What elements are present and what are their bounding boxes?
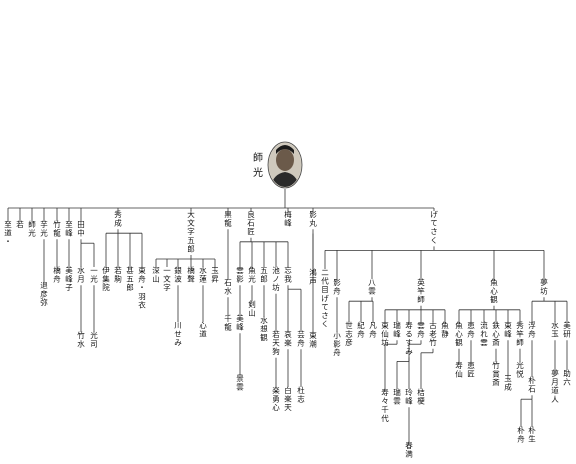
node-label: 魚光 <box>248 265 256 284</box>
node-label: 助六 <box>563 368 571 387</box>
node-label: 哀楽 <box>284 329 292 348</box>
node-label: 英竿師 <box>417 277 425 304</box>
root-name-line-2: 光 <box>253 166 263 179</box>
node-label: 一光 <box>90 266 98 284</box>
node-label: 寿仙 <box>455 360 463 379</box>
node-label: げてさく <box>430 210 438 245</box>
node-label: 雲舟 <box>417 321 425 339</box>
node-label: 田中 <box>77 220 85 238</box>
node-label: 甚五郎 <box>126 266 134 292</box>
node-label: 竹水 <box>77 330 85 349</box>
node-label: 杜志 <box>297 385 305 404</box>
node-label: 水蓮 <box>199 265 207 284</box>
node-label: 深山 <box>152 266 160 284</box>
node-label: 伊集院 <box>102 265 110 292</box>
node-label: 至道・ <box>4 220 12 246</box>
node-label: 瑞峰 <box>393 320 401 339</box>
node-label: 東仙坊 <box>381 320 389 347</box>
node-label: 千龍 <box>224 313 232 332</box>
node-label: 退彦弥 <box>40 281 48 307</box>
node-label: 古老竹 <box>429 320 437 347</box>
node-label: 朴生 <box>528 425 536 444</box>
node-label: 川せみ <box>174 321 182 347</box>
node-label: 梅峰 <box>284 209 292 228</box>
node-label: 若天狗 <box>272 329 280 356</box>
node-label: 世志彦 <box>345 320 353 347</box>
node-label: 五郎 <box>260 266 268 284</box>
node-label: 八雲 <box>368 278 376 296</box>
node-label: 寿々千代 <box>381 387 389 423</box>
node-label: 剣山 <box>248 300 256 318</box>
node-label: 楽勇心 <box>272 385 280 412</box>
node-label: 寿るすみ <box>405 320 413 356</box>
node-label: 水玉 <box>551 320 559 339</box>
node-label: 恵舟 <box>467 320 475 339</box>
root-name-line-1: 師 <box>253 151 263 164</box>
node-label: 池ノ坊 <box>272 265 280 292</box>
node-label: 朴舟 <box>517 425 525 444</box>
node-label: 光司 <box>90 330 98 349</box>
node-label: 美研 <box>563 320 571 339</box>
node-label: 橋聲 <box>187 265 195 284</box>
node-label: 凡舟 <box>369 321 377 339</box>
node-label: 春満 <box>405 440 413 459</box>
node-label: 石水 <box>224 278 232 296</box>
node-label: 二代目げてさく <box>321 268 329 329</box>
node-label: 桔梗 <box>417 387 425 406</box>
node-label: 玲峰 <box>405 387 413 406</box>
node-label: 若駒 <box>114 265 122 284</box>
node-label: 東峰 <box>504 320 512 339</box>
node-label: 浮舟 <box>528 320 536 339</box>
node-label: 鉄心斎 <box>492 320 500 347</box>
node-label: 芋光 <box>40 220 48 238</box>
node-label: 秀竿師 <box>516 320 524 347</box>
node-label: 橋舟 <box>53 265 61 284</box>
node-label: 竹賞斎 <box>492 360 500 387</box>
node-label: 水月 <box>77 265 85 284</box>
node-label: 芸舟 <box>297 329 305 348</box>
node-label: 玉成 <box>504 374 512 392</box>
node-label: 忘我 <box>284 265 292 284</box>
node-label: 夢月道人 <box>551 368 559 404</box>
tree-connectors <box>7 189 568 442</box>
node-label: 鴻声 <box>309 267 317 286</box>
node-label: 至峰 <box>65 220 73 238</box>
node-label: 美峰子 <box>65 265 73 292</box>
avatar <box>267 141 303 189</box>
node-label: 魚心観 <box>455 320 463 347</box>
node-label: 竹龍 <box>53 219 61 238</box>
node-label: 夢坊 <box>540 277 548 296</box>
node-label: 雲影 <box>236 266 244 284</box>
node-label: 若 <box>16 219 24 229</box>
node-label: 小影舟 <box>333 331 341 357</box>
node-label: 光悦 <box>516 360 524 379</box>
node-label: 玉昇 <box>211 266 219 284</box>
node-label: 大文字五郎 <box>187 209 195 253</box>
node-label: 良石匠 <box>247 209 255 236</box>
node-label: 紀舟 <box>357 320 365 339</box>
node-label: 一文字 <box>163 266 171 292</box>
node-label: 銀波 <box>174 266 182 284</box>
node-label: 魚心観 <box>490 277 498 304</box>
node-label: 水想観 <box>260 315 268 342</box>
node-label: 東潮 <box>309 330 317 349</box>
node-label: 流れ雲 <box>480 320 488 347</box>
node-label: 影丸 <box>309 209 317 228</box>
node-label: 心道 <box>199 321 207 339</box>
node-label: 魚静 <box>441 320 449 339</box>
node-label: 白楽天 <box>284 385 292 412</box>
node-label: 朴石 <box>528 375 536 394</box>
node-label: 東舟・羽衣 <box>138 265 146 309</box>
node-label: 黒龍 <box>224 210 232 228</box>
node-label: 美峰 <box>236 313 244 332</box>
node-label: 秀成 <box>114 209 122 228</box>
node-label: 景雲 <box>236 374 244 392</box>
node-label: 影舟 <box>333 277 341 296</box>
node-label: 瑞雲 <box>393 387 401 406</box>
node-label: 恵匠 <box>467 360 475 379</box>
node-label: 師光 <box>28 219 36 238</box>
